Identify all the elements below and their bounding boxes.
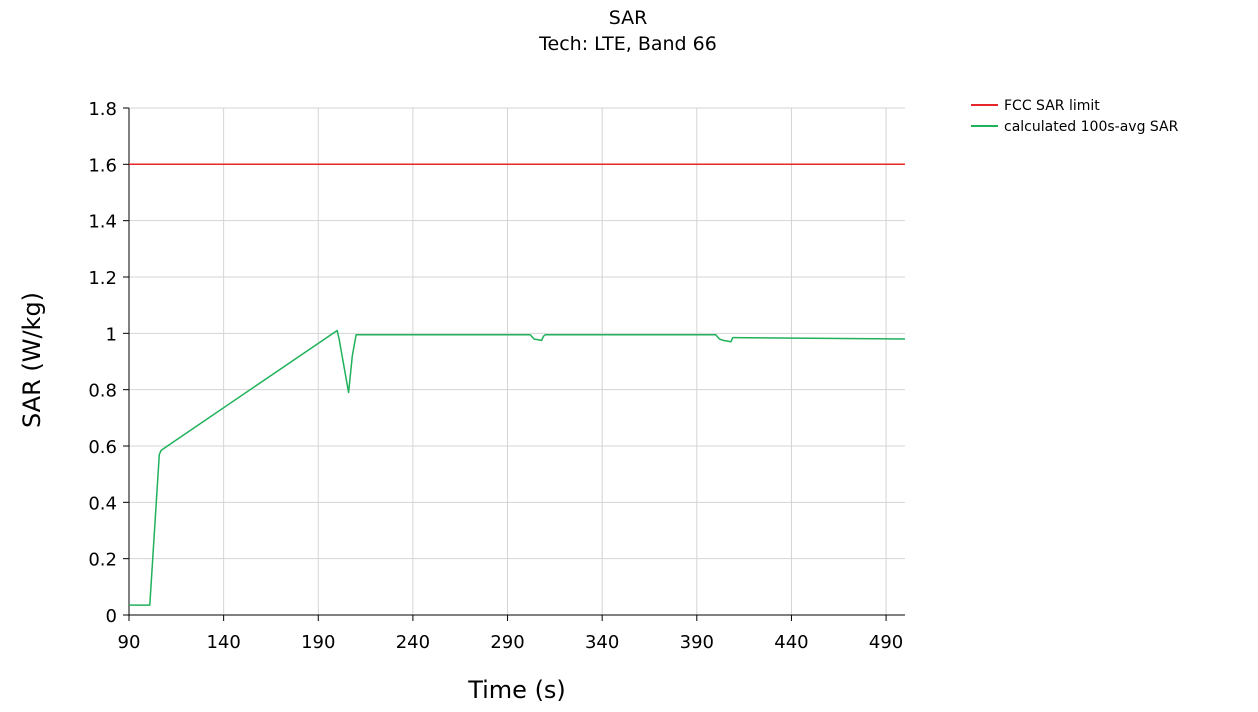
label-layer: SAR Tech: LTE, Band 66 Time (s) SAR (W/k… — [18, 7, 717, 704]
axis-layer: 90 140 190 240 290 340 390 440 490 0 0.2 0.4 0.6 0.8 1… — [88, 99, 905, 653]
x-tick-label: 340 — [585, 632, 619, 653]
y-tick-label: 0.6 — [88, 437, 117, 458]
y-tick-label: 0 — [106, 606, 117, 627]
legend-item: FCC SAR limit — [971, 98, 1100, 114]
grid-layer — [129, 107, 905, 615]
legend-item: calculated 100s-avg SAR — [971, 119, 1179, 135]
x-tick-label: 140 — [206, 632, 240, 653]
x-axis-title: Time (s) — [467, 676, 566, 704]
y-tick-label: 1 — [106, 324, 117, 345]
y-tick-label: 1.8 — [88, 99, 117, 120]
y-axis-title: SAR (W/kg) — [18, 292, 46, 428]
legend-label: calculated 100s-avg SAR — [1004, 119, 1179, 135]
series-layer — [129, 163, 906, 606]
y-tick-label: 0.8 — [88, 381, 117, 402]
x-tick-label: 240 — [396, 632, 430, 653]
series-line-2 — [129, 329, 906, 606]
y-tick-label: 1.2 — [88, 268, 117, 289]
x-tick-label: 490 — [869, 632, 903, 653]
legend: FCC SAR limit calculated 100s-avg SAR — [971, 98, 1179, 135]
x-tick-label: 290 — [490, 632, 524, 653]
y-tick-label: 0.2 — [88, 550, 117, 571]
y-tick-label: 1.6 — [88, 155, 117, 176]
y-tick-label: 0.4 — [88, 493, 117, 514]
chart-subtitle: Tech: LTE, Band 66 — [538, 33, 717, 55]
y-tick-label: 1.4 — [88, 212, 117, 233]
x-tick-label: 440 — [774, 632, 808, 653]
x-tick-label: 90 — [118, 632, 141, 653]
chart-title: SAR — [609, 7, 648, 29]
x-tick-label: 390 — [680, 632, 714, 653]
x-tick-label: 190 — [301, 632, 335, 653]
legend-label: FCC SAR limit — [1004, 98, 1100, 114]
